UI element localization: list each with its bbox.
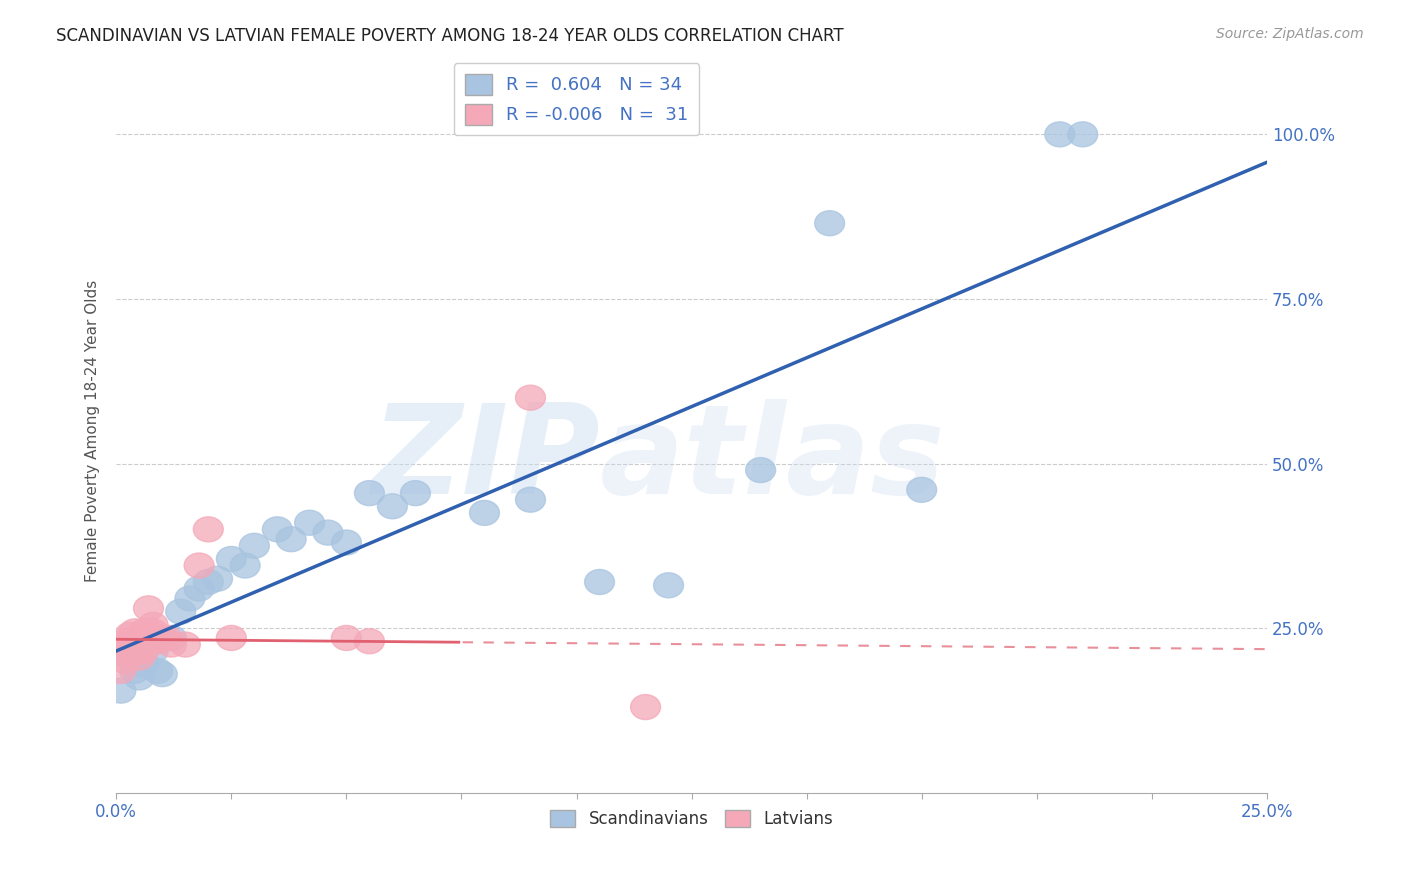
Text: SCANDINAVIAN VS LATVIAN FEMALE POVERTY AMONG 18-24 YEAR OLDS CORRELATION CHART: SCANDINAVIAN VS LATVIAN FEMALE POVERTY A…	[56, 27, 844, 45]
Legend: Scandinavians, Latvians: Scandinavians, Latvians	[544, 804, 839, 835]
Text: atlas: atlas	[599, 399, 945, 520]
Text: Source: ZipAtlas.com: Source: ZipAtlas.com	[1216, 27, 1364, 41]
Y-axis label: Female Poverty Among 18-24 Year Olds: Female Poverty Among 18-24 Year Olds	[86, 279, 100, 582]
Text: ZIP: ZIP	[371, 399, 599, 520]
